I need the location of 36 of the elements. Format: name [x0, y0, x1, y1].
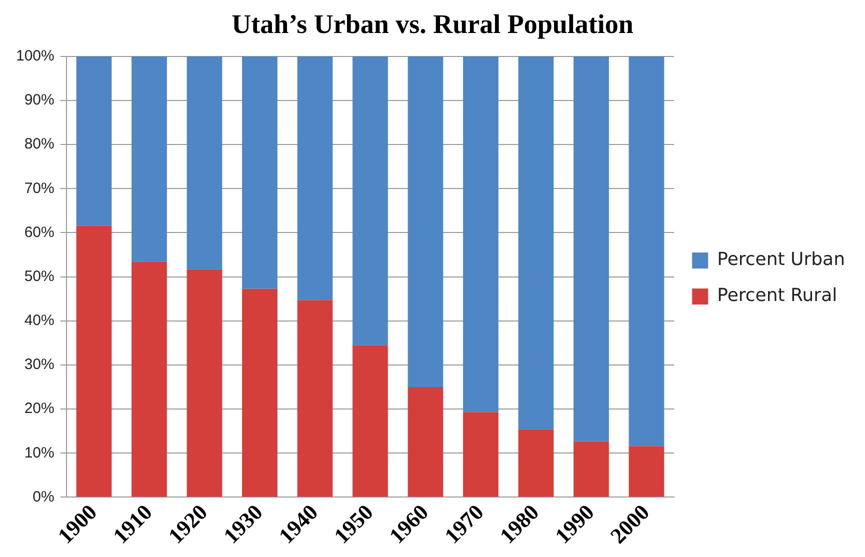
y-tick-label: 60%: [24, 224, 54, 241]
y-tick-label: 90%: [24, 92, 54, 109]
chart-title: Utah’s Urban vs. Rural Population: [232, 9, 634, 40]
y-tick-label: 0%: [32, 488, 54, 506]
bar: [132, 56, 167, 262]
y-tick-label: 100%: [16, 48, 54, 65]
bar: [463, 56, 498, 412]
bar: [132, 262, 167, 497]
legend-label: Percent Urban: [717, 249, 845, 270]
bar: [242, 288, 278, 497]
bar: [186, 56, 222, 270]
bar: [463, 412, 498, 497]
y-tick-label: 80%: [24, 136, 54, 153]
legend-label: Percent Rural: [717, 285, 838, 306]
y-tick-label: 30%: [24, 356, 54, 374]
bar: [574, 56, 609, 442]
bar: [628, 446, 664, 497]
bar: [76, 226, 112, 497]
bar: [352, 56, 388, 346]
y-tick-label: 70%: [24, 180, 54, 197]
bar: [408, 387, 444, 497]
bar: [408, 56, 444, 388]
bar: [297, 300, 333, 497]
bar: [352, 345, 388, 497]
bar: [518, 56, 554, 430]
y-tick-label: 10%: [24, 444, 54, 462]
y-tick-label: 50%: [24, 268, 54, 285]
y-tick-label: 20%: [24, 400, 54, 418]
bar: [186, 269, 222, 497]
bar: [518, 429, 554, 497]
bar: [628, 56, 664, 446]
bar: [242, 56, 278, 289]
bar: [574, 441, 609, 497]
bar: [297, 56, 333, 300]
bar: [76, 56, 112, 226]
y-tick-label: 40%: [24, 312, 54, 330]
